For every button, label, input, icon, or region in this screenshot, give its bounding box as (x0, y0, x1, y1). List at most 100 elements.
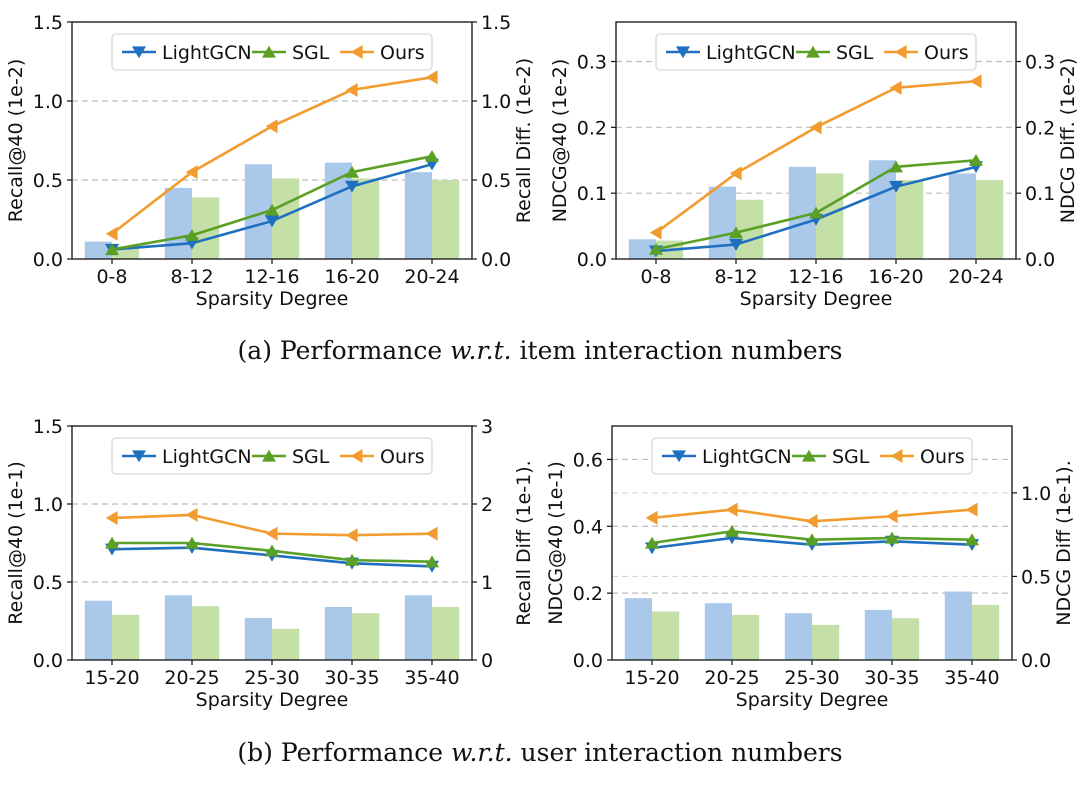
x-tick-label: 20-24 (948, 266, 1003, 288)
y2-axis-label: NDCG Diff. (1e-2) (1057, 58, 1079, 224)
bar (624, 598, 652, 660)
data-point (965, 533, 979, 546)
data-point (809, 206, 823, 219)
data-point (185, 507, 198, 522)
legend-marker (672, 450, 686, 463)
legend-label: Ours (380, 446, 425, 468)
data-point (345, 528, 358, 543)
data-point (425, 150, 439, 162)
y2-tick-label: 0 (481, 650, 493, 672)
bar (652, 611, 680, 660)
bar (192, 606, 220, 660)
y2-tick-label: 0.1 (1025, 183, 1055, 205)
y2-tick-label: 0.5 (1021, 566, 1051, 588)
legend: LightGCN SGL Ours (655, 33, 977, 71)
y2-tick-label: 1.5 (481, 12, 511, 34)
bar (404, 595, 432, 660)
bar (812, 624, 840, 660)
x-tick-label: 20-25 (164, 667, 219, 689)
data-point (345, 165, 359, 178)
y2-tick-label: 2 (481, 494, 493, 516)
legend-marker (350, 45, 363, 59)
bar (432, 180, 460, 259)
y-tick-label: 0.0 (573, 650, 603, 672)
data-point (649, 242, 663, 255)
y2-tick-label: 3 (481, 416, 493, 438)
x-tick-label: 8-12 (714, 266, 757, 288)
bar (84, 600, 112, 660)
data-point (185, 229, 199, 241)
y-tick-label: 0.0 (33, 249, 63, 271)
x-tick-label: 0-8 (640, 266, 671, 288)
bar (628, 239, 656, 259)
data-point (729, 226, 743, 239)
legend-marker (132, 46, 146, 59)
data-point (425, 555, 439, 568)
y-axis-label: Recall@40 (1e-2) (5, 59, 27, 222)
chart-a-recall: 0.0 0.5 1.0 1.5 0.0 0.5 1.0 1.5 0-8 8-12 12-16 16-2… (5, 12, 535, 310)
data-point (345, 180, 359, 193)
y-tick-label: 1.5 (33, 416, 63, 438)
legend-label: LightGCN (162, 42, 252, 64)
bar (432, 606, 460, 660)
y-tick-label: 1.0 (33, 91, 63, 113)
x-tick-label: 35-40 (404, 667, 459, 689)
bar (164, 595, 192, 660)
bar (864, 609, 892, 660)
bar (976, 180, 1004, 259)
data-point (425, 526, 438, 541)
x-axis-label: Sparsity Degree (196, 689, 349, 711)
data-point (645, 510, 658, 525)
legend-label: SGL (292, 446, 330, 468)
legend-label: LightGCN (162, 446, 252, 468)
bar (972, 604, 1000, 660)
data-point (889, 180, 903, 193)
y2-tick-label: 1.0 (481, 91, 511, 113)
data-point (809, 120, 822, 135)
bar (892, 618, 920, 660)
bar (404, 172, 432, 259)
bar (896, 180, 924, 259)
data-point (649, 225, 662, 240)
x-axis-label: Sparsity Degree (196, 288, 349, 310)
bar (732, 614, 760, 660)
y-tick-label: 0.0 (577, 249, 607, 271)
bar (704, 603, 732, 660)
data-point (265, 544, 279, 557)
legend-label: LightGCN (702, 446, 792, 468)
x-tick-label: 12-16 (244, 266, 299, 288)
y-axis-label: NDCG@40 (1e-2) (549, 59, 571, 223)
data-point (265, 526, 278, 541)
bar (708, 186, 736, 259)
x-tick-label: 25-30 (244, 667, 299, 689)
legend-label: SGL (836, 42, 874, 64)
y-tick-label: 0.2 (573, 583, 603, 605)
data-point (805, 533, 819, 546)
bar (784, 613, 812, 660)
data-point (105, 243, 119, 256)
x-tick-label: 20-24 (404, 266, 459, 288)
data-point (645, 536, 659, 549)
chart-b-recall: 0.0 0.5 1.0 1.5 0 1 2 3 15-20 20-25 25-30 30-35 35-4… (5, 416, 535, 711)
data-point (345, 82, 358, 97)
y2-tick-label: 0.0 (1025, 249, 1055, 271)
chart-a-ndcg: 0.0 0.1 0.2 0.3 0.0 0.1 0.2 0.3 0-8 8-12 12-16 16-2… (549, 21, 1079, 310)
caption-b: (b) Performance w.r.t. user interaction … (237, 738, 843, 767)
y2-tick-label: 1 (481, 572, 493, 594)
data-point (425, 70, 438, 85)
bar (112, 614, 140, 660)
x-tick-label: 12-16 (788, 266, 843, 288)
data-point (965, 502, 978, 517)
bar (944, 591, 972, 660)
x-tick-label: 30-35 (324, 667, 379, 689)
data-point (725, 525, 739, 537)
x-tick-label: 16-20 (868, 266, 923, 288)
y-tick-label: 0.3 (577, 52, 607, 74)
data-point (185, 165, 198, 180)
legend-marker (806, 45, 820, 58)
y-tick-label: 0.2 (577, 117, 607, 139)
caption-a: (a) Performance w.r.t. item interaction … (237, 336, 843, 365)
data-point (185, 536, 199, 549)
x-tick-label: 0-8 (96, 266, 127, 288)
y-axis-label: Recall@40 (1e-1) (5, 461, 27, 624)
